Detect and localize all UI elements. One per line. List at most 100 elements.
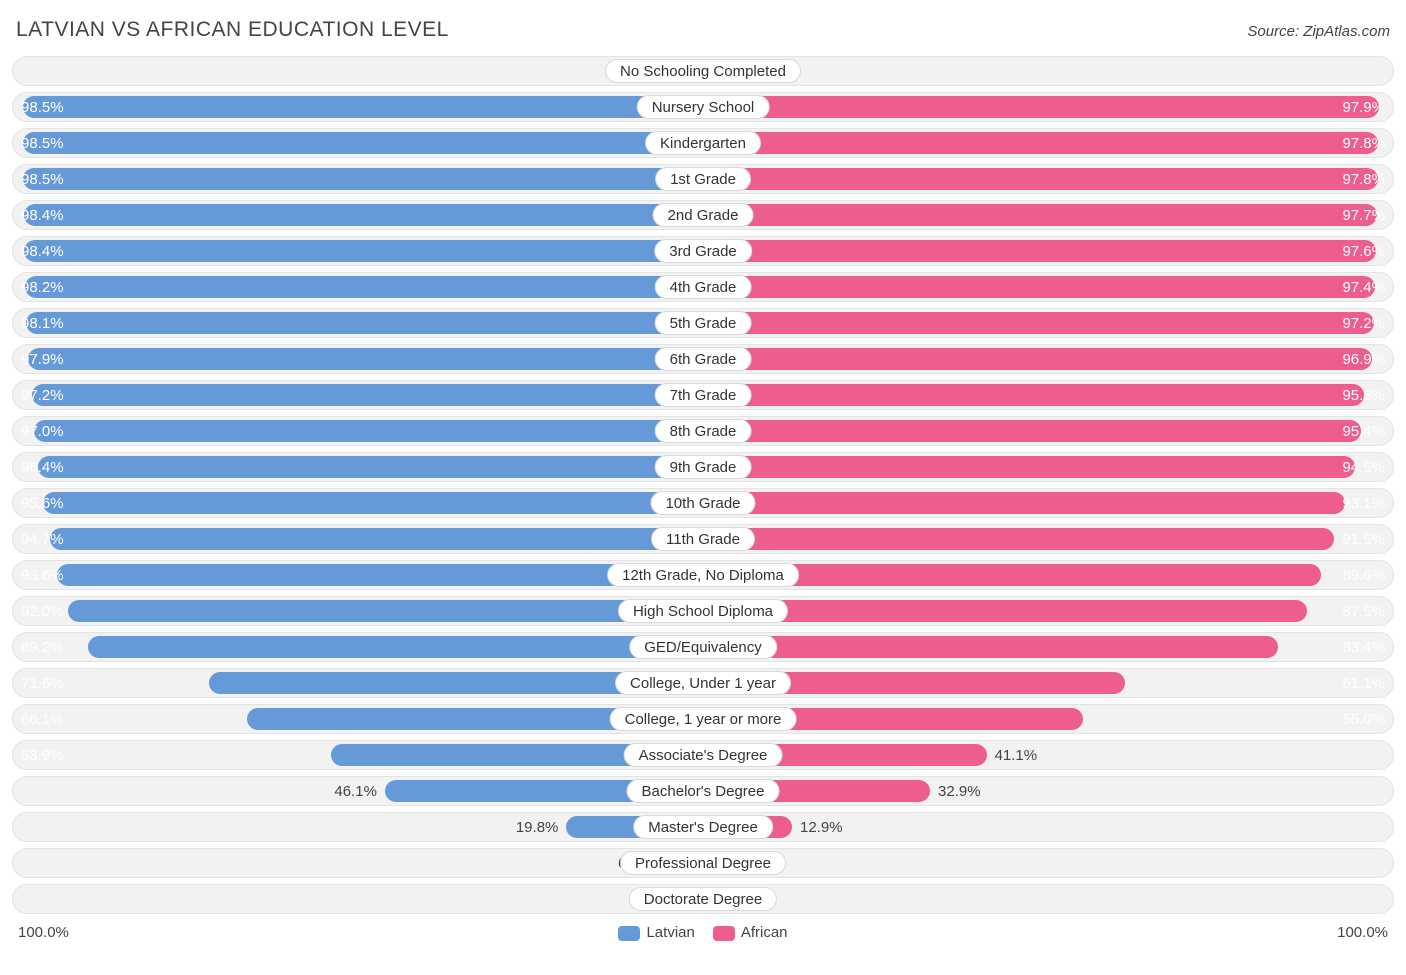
chart-row: 94.7% 91.5% 11th Grade: [12, 524, 1394, 554]
value-left: 66.1%: [21, 705, 64, 733]
category-label: 8th Grade: [655, 419, 752, 443]
chart-row: 98.2% 97.4% 4th Grade: [12, 272, 1394, 302]
diverging-bar-chart: 1.5%2.2%No Schooling Completed98.5%97.9%…: [12, 56, 1394, 914]
value-right: 97.8%: [1342, 129, 1385, 157]
bar-left: [23, 132, 703, 154]
axis-max-left: 100.0%: [18, 924, 69, 941]
category-label: High School Diploma: [618, 599, 788, 623]
legend-swatch-right: [713, 926, 735, 941]
bar-right: [703, 132, 1378, 154]
chart-row: 53.9%41.1%Associate's Degree: [12, 740, 1394, 770]
bar-left: [26, 312, 703, 334]
legend-item-left: Latvian: [618, 924, 694, 941]
bar-left: [57, 564, 703, 586]
source-prefix: Source:: [1247, 23, 1303, 40]
bar-right: [703, 240, 1376, 262]
chart-row: 98.4%97.7%2nd Grade: [12, 200, 1394, 230]
value-left: 98.4%: [21, 237, 64, 265]
category-label: 12th Grade, No Diploma: [607, 563, 799, 587]
bar-right: [703, 600, 1307, 622]
bar-left: [24, 204, 703, 226]
bar-left: [24, 240, 703, 262]
value-left: 96.4%: [21, 453, 64, 481]
bar-left: [43, 492, 703, 514]
category-label: 9th Grade: [655, 455, 752, 479]
chart-row: 98.5% 97.8% Kindergarten: [12, 128, 1394, 158]
category-label: Kindergarten: [645, 131, 761, 155]
bar-right: [703, 492, 1345, 514]
chart-row: 71.6% 61.1% College, Under 1 year: [12, 668, 1394, 698]
value-right: 93.1%: [1342, 489, 1385, 517]
category-label: 11th Grade: [651, 527, 755, 551]
bar-right: [703, 96, 1379, 118]
bar-right: [703, 204, 1377, 226]
value-left: 46.1%: [334, 777, 377, 805]
chart-row: 6.2%3.7%Professional Degree: [12, 848, 1394, 878]
value-left: 98.5%: [21, 93, 64, 121]
bar-right: [703, 384, 1364, 406]
value-left: 94.7%: [21, 525, 64, 553]
chart-row: 2.6%1.6%Doctorate Degree: [12, 884, 1394, 914]
value-right: 96.9%: [1342, 345, 1385, 373]
category-label: College, 1 year or more: [610, 707, 797, 731]
value-right: 95.8%: [1342, 381, 1385, 409]
legend-label-left: Latvian: [646, 924, 694, 941]
chart-row: 46.1% 32.9% Bachelor's Degree: [12, 776, 1394, 806]
value-left: 97.0%: [21, 417, 64, 445]
source-link[interactable]: ZipAtlas.com: [1303, 23, 1390, 40]
category-label: 4th Grade: [655, 275, 752, 299]
category-label: Professional Degree: [620, 851, 786, 875]
value-left: 97.2%: [21, 381, 64, 409]
bar-right: [703, 276, 1375, 298]
bar-right: [703, 168, 1378, 190]
value-right: 97.8%: [1342, 165, 1385, 193]
value-right: 89.6%: [1342, 561, 1385, 589]
value-left: 98.4%: [21, 201, 64, 229]
bar-left: [50, 528, 703, 550]
bar-left: [38, 456, 703, 478]
value-left: 71.6%: [21, 669, 64, 697]
value-right: 32.9%: [938, 777, 981, 805]
category-label: Master's Degree: [633, 815, 773, 839]
chart-row: 97.9% 96.9% 6th Grade: [12, 344, 1394, 374]
legend: Latvian African: [618, 924, 787, 941]
chart-footer: 100.0% Latvian African 100.0%: [12, 920, 1394, 941]
category-label: Doctorate Degree: [629, 887, 777, 911]
legend-label-right: African: [741, 924, 788, 941]
value-right: 61.1%: [1342, 669, 1385, 697]
category-label: 1st Grade: [655, 167, 751, 191]
category-label: GED/Equivalency: [629, 635, 777, 659]
category-label: 5th Grade: [655, 311, 752, 335]
value-left: 93.6%: [21, 561, 64, 589]
chart-source: Source: ZipAtlas.com: [1247, 23, 1390, 40]
chart-row: 98.1%97.2%5th Grade: [12, 308, 1394, 338]
chart-header: LATVIAN VS AFRICAN EDUCATION LEVEL Sourc…: [12, 12, 1394, 56]
value-right: 12.9%: [800, 813, 843, 841]
category-label: Bachelor's Degree: [627, 779, 780, 803]
value-left: 97.9%: [21, 345, 64, 373]
value-right: 97.9%: [1342, 93, 1385, 121]
category-label: 6th Grade: [655, 347, 752, 371]
bar-left: [28, 348, 704, 370]
legend-item-right: African: [713, 924, 788, 941]
value-left: 98.5%: [21, 129, 64, 157]
value-right: 91.5%: [1342, 525, 1385, 553]
category-label: 2nd Grade: [653, 203, 754, 227]
value-right: 55.0%: [1342, 705, 1385, 733]
bar-left: [34, 420, 703, 442]
value-left: 98.5%: [21, 165, 64, 193]
category-label: Associate's Degree: [624, 743, 783, 767]
chart-title: LATVIAN VS AFRICAN EDUCATION LEVEL: [16, 18, 449, 42]
chart-row: 97.2% 95.8% 7th Grade: [12, 380, 1394, 410]
value-right: 97.4%: [1342, 273, 1385, 301]
category-label: 10th Grade: [650, 491, 755, 515]
category-label: 7th Grade: [655, 383, 752, 407]
chart-row: 93.6% 89.6% 12th Grade, No Diploma: [12, 560, 1394, 590]
category-label: College, Under 1 year: [615, 671, 791, 695]
chart-row: 96.4%94.5%9th Grade: [12, 452, 1394, 482]
chart-row: 19.8%12.9%Master's Degree: [12, 812, 1394, 842]
chart-row: 97.0%95.4%8th Grade: [12, 416, 1394, 446]
bar-left: [88, 636, 703, 658]
bar-right: [703, 348, 1372, 370]
value-left: 98.2%: [21, 273, 64, 301]
